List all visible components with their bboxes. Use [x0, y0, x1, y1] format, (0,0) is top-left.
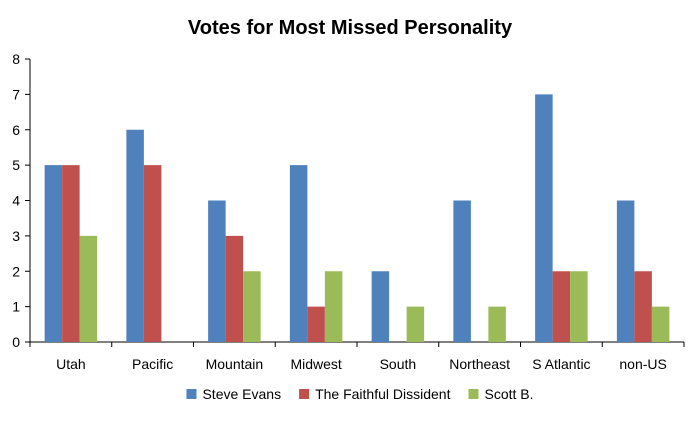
- y-tick-label: 4: [12, 193, 20, 209]
- plot-area: 0 1 2 3 4 5 6 7 8 Utah Pacific Mountain Midwest South…: [12, 51, 685, 372]
- y-tick-label: 5: [12, 157, 20, 173]
- y-tick-label: 1: [12, 299, 20, 315]
- bar: [453, 200, 471, 342]
- y-tick-label: 7: [12, 86, 20, 102]
- bar: [143, 165, 162, 342]
- x-tick-label: Mountain: [206, 356, 264, 372]
- bar: [488, 306, 506, 342]
- bar: [535, 94, 553, 342]
- x-tick-label: S Atlantic: [532, 356, 590, 372]
- legend-label: Scott B.: [484, 386, 533, 402]
- legend-swatch: [468, 389, 479, 399]
- legend-label: Steve Evans: [202, 386, 281, 402]
- bar: [616, 200, 635, 342]
- bar: [552, 271, 571, 342]
- x-tick-label: non-US: [619, 356, 666, 372]
- bar: [208, 200, 226, 342]
- bar: [225, 235, 244, 342]
- y-tick-label: 6: [12, 122, 20, 138]
- bar: [126, 129, 144, 342]
- y-tick-label: 3: [12, 228, 20, 244]
- x-tick-label: Midwest: [290, 356, 341, 372]
- legend: Steve Evans The Faithful Dissident Scott B…: [186, 386, 534, 402]
- bar: [324, 271, 343, 342]
- bar: [570, 271, 588, 342]
- bar: [651, 306, 670, 342]
- legend-label: The Faithful Dissident: [315, 386, 451, 402]
- bar: [634, 271, 652, 342]
- bar: [79, 235, 98, 342]
- x-tick-label: Northeast: [449, 356, 510, 372]
- y-tick-label: 0: [12, 334, 20, 350]
- bar: [44, 165, 63, 342]
- legend-item: The Faithful Dissident: [299, 386, 451, 402]
- bar: [62, 165, 80, 342]
- bar: [307, 306, 325, 342]
- bar: [289, 165, 308, 342]
- x-tick-label: Utah: [56, 356, 86, 372]
- bar: [371, 271, 390, 342]
- y-tick-label: 2: [12, 263, 20, 279]
- bar: [406, 306, 425, 342]
- chart-title: Votes for Most Missed Personality: [188, 17, 513, 39]
- legend-item: Steve Evans: [186, 386, 281, 402]
- legend-item: Scott B.: [468, 386, 534, 402]
- bar: [243, 271, 261, 342]
- x-tick-label: South: [380, 356, 417, 372]
- legend-swatch: [299, 389, 310, 399]
- y-tick-label: 8: [12, 51, 20, 67]
- x-tick-label: Pacific: [132, 356, 173, 372]
- legend-swatch: [186, 389, 197, 399]
